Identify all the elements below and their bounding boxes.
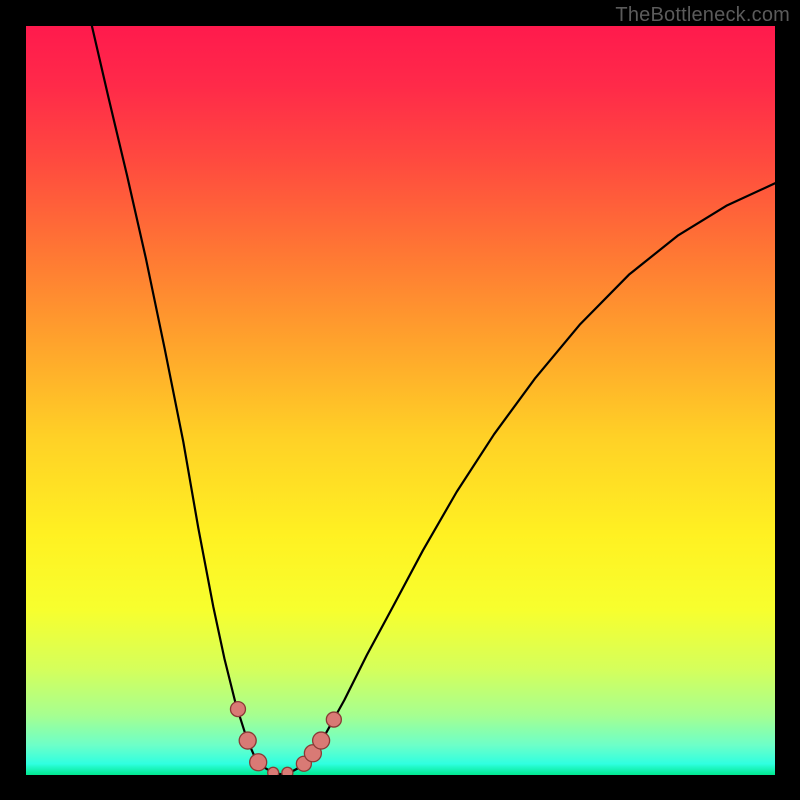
curve-marker xyxy=(239,732,256,749)
bottleneck-curve xyxy=(92,26,775,774)
curve-marker xyxy=(250,754,267,771)
chart-curve-layer xyxy=(26,26,775,775)
curve-marker xyxy=(230,702,245,717)
curve-marker xyxy=(313,732,330,749)
watermark-text: TheBottleneck.com xyxy=(615,4,790,27)
curve-marker xyxy=(326,712,341,727)
marker-group xyxy=(230,702,341,775)
curve-marker xyxy=(268,767,279,775)
curve-marker xyxy=(282,767,293,775)
chart-plot-area xyxy=(26,26,775,775)
